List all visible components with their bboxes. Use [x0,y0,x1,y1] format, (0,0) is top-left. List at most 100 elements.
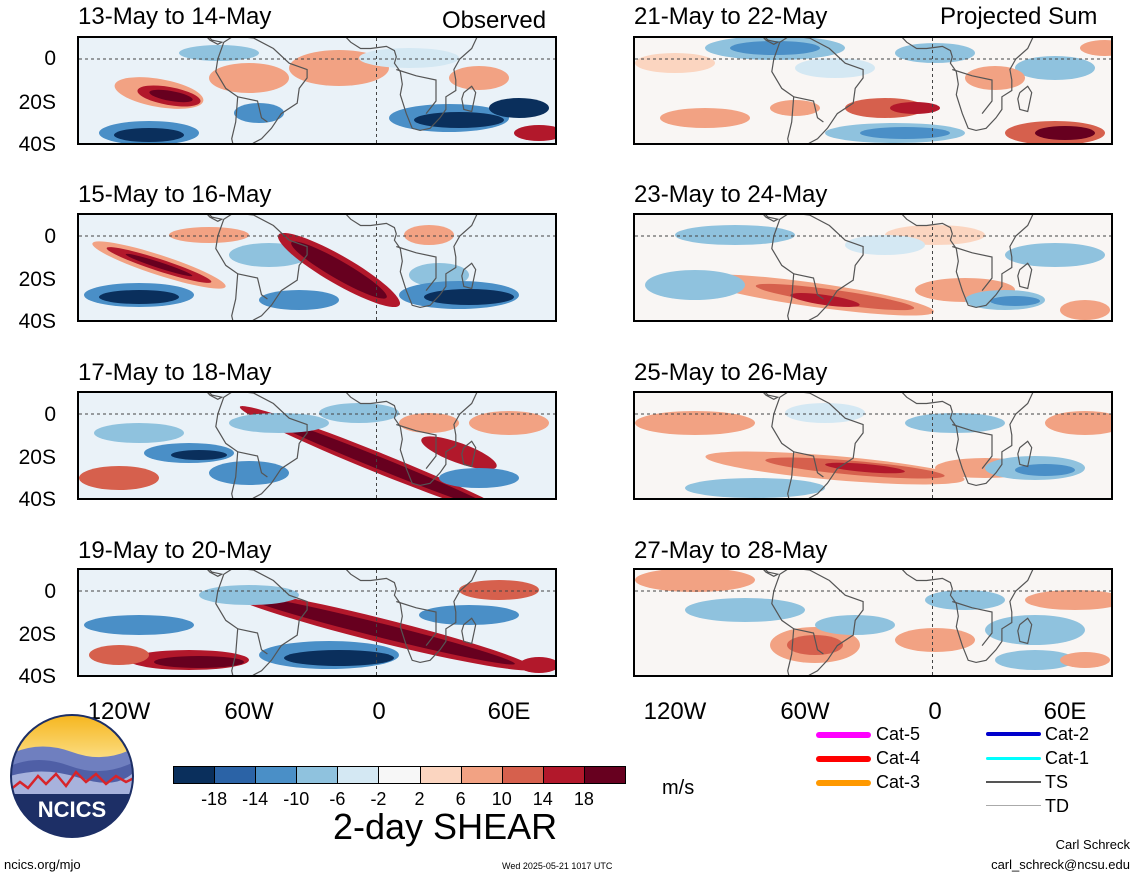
shear-contour [785,403,865,423]
shear-contour [995,650,1075,670]
colorbar-swatch [296,766,339,784]
ts-swatch [986,781,1041,783]
shear-contour [359,48,459,68]
shear-contour [489,98,549,118]
colorbar-swatch [214,766,257,784]
shear-contour [419,605,519,625]
coastline [1017,440,1033,468]
colorbar-swatch [378,766,421,784]
coastline [763,393,780,400]
coastline [237,96,268,123]
shear-contour [79,466,159,490]
chart-title: 2-day SHEAR [333,806,558,847]
coastline [763,215,780,222]
shear-contour [424,289,514,305]
shear-map-panel [77,36,557,145]
colorbar-swatch [583,766,626,784]
shear-contour [439,468,519,488]
y-tick-label: 0 [44,580,56,603]
coastline [207,570,224,577]
shear-contour [399,413,459,433]
shear-contour [990,296,1040,306]
timestamp: Wed 2025-05-21 1017 UTC [502,861,613,871]
coastline [1017,617,1033,645]
shear-contour [459,580,539,600]
shear-contour [1015,464,1075,476]
shear-contour [449,66,509,90]
shear-contour [284,650,394,666]
shear-contour [414,112,504,128]
coastline [345,393,478,487]
shear-contour [154,656,244,668]
coastline [207,38,224,45]
shear-contour [514,125,555,141]
shear-contour [645,270,745,300]
coastline [793,96,824,123]
coastline [1017,85,1033,113]
coastline [763,38,780,45]
shear-contour [860,127,950,139]
colorbar-tick-label: 6 [455,789,466,809]
y-tick-label: 20S [18,268,56,291]
colorbar-swatch [501,766,544,784]
legend-label: Cat-3 [876,772,921,792]
coastline [952,600,993,646]
x-tick-label: 60E [487,698,531,725]
shear-map-panel [77,213,557,322]
legend-label: Cat-4 [876,748,921,768]
shear-contour [89,645,149,665]
legend-label: TS [1045,772,1069,792]
colorbar-tick-label: -18 [201,789,228,809]
shear-field [79,570,555,675]
cat5-swatch [816,732,871,738]
shear-field [635,570,1111,675]
legend-label: Cat-1 [1045,748,1090,768]
shear-field [79,38,555,143]
panel-title: 19-May to 20-May [78,537,272,564]
projected-sum-label: Projected Sum [940,3,1098,30]
shear-contour [1045,411,1111,435]
author-email[interactable]: carl_schreck@ncsu.edu [991,857,1130,872]
legend-label: TD [1045,796,1069,816]
coastline [396,423,437,469]
panel-title: 25-May to 26-May [634,359,828,386]
coastline [771,570,864,675]
x-tick-label: 60W [224,698,274,725]
coastline [461,85,477,113]
shear-contour [199,585,299,605]
shear-field [79,393,555,498]
shear-contour [99,290,179,304]
colorbar-swatch [173,766,216,784]
shear-field [635,215,1111,320]
shear-contour [179,45,259,61]
shear-contour [635,411,755,435]
coastline [901,38,1034,132]
shear-contour [685,598,805,622]
shear-contour [895,43,975,63]
coastline [793,451,824,478]
coastline [793,273,824,300]
shear-contour [730,41,820,55]
coastline [207,393,224,400]
coastline [763,570,780,577]
shear-field [635,38,1111,143]
panel-title: 17-May to 18-May [78,359,272,386]
shear-contour [1025,590,1111,610]
shear-contour [635,570,755,592]
shear-contour [404,225,454,245]
coastline [901,393,1034,487]
shear-contour [149,89,193,103]
colorbar-swatch [419,766,462,784]
x-tick-label: 60E [1043,698,1087,725]
shear-contour [1005,243,1105,267]
shear-contour [125,253,193,277]
colorbar-tick-label: -6 [329,789,346,809]
colorbar-tick-label: 10 [491,789,512,809]
x-tick-label: 120W [643,698,707,725]
units-label: m/s [662,777,695,799]
shear-field [79,215,555,320]
shear-contour [243,595,515,665]
shear-map-panel [633,36,1113,145]
coastline [237,451,268,478]
site-link[interactable]: ncics.org/mjo [4,857,81,872]
